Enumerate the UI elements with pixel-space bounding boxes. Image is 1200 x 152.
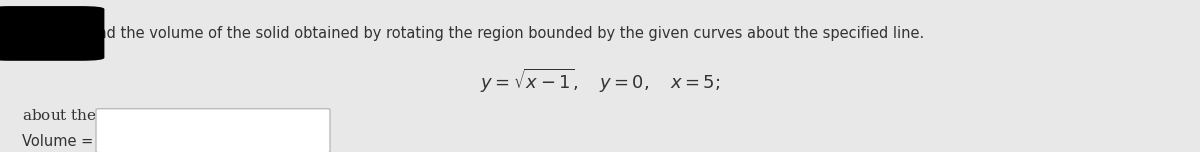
Text: about the line $y = 8$.: about the line $y = 8$. [22,106,176,125]
FancyBboxPatch shape [96,109,330,152]
Text: Find the volume of the solid obtained by rotating the region bounded by the give: Find the volume of the solid obtained by… [86,26,925,41]
Text: $y = \sqrt{x-1}, \quad y = 0, \quad x = 5;$: $y = \sqrt{x-1}, \quad y = 0, \quad x = … [480,67,720,95]
Text: Volume =: Volume = [22,134,97,149]
FancyBboxPatch shape [0,6,104,61]
